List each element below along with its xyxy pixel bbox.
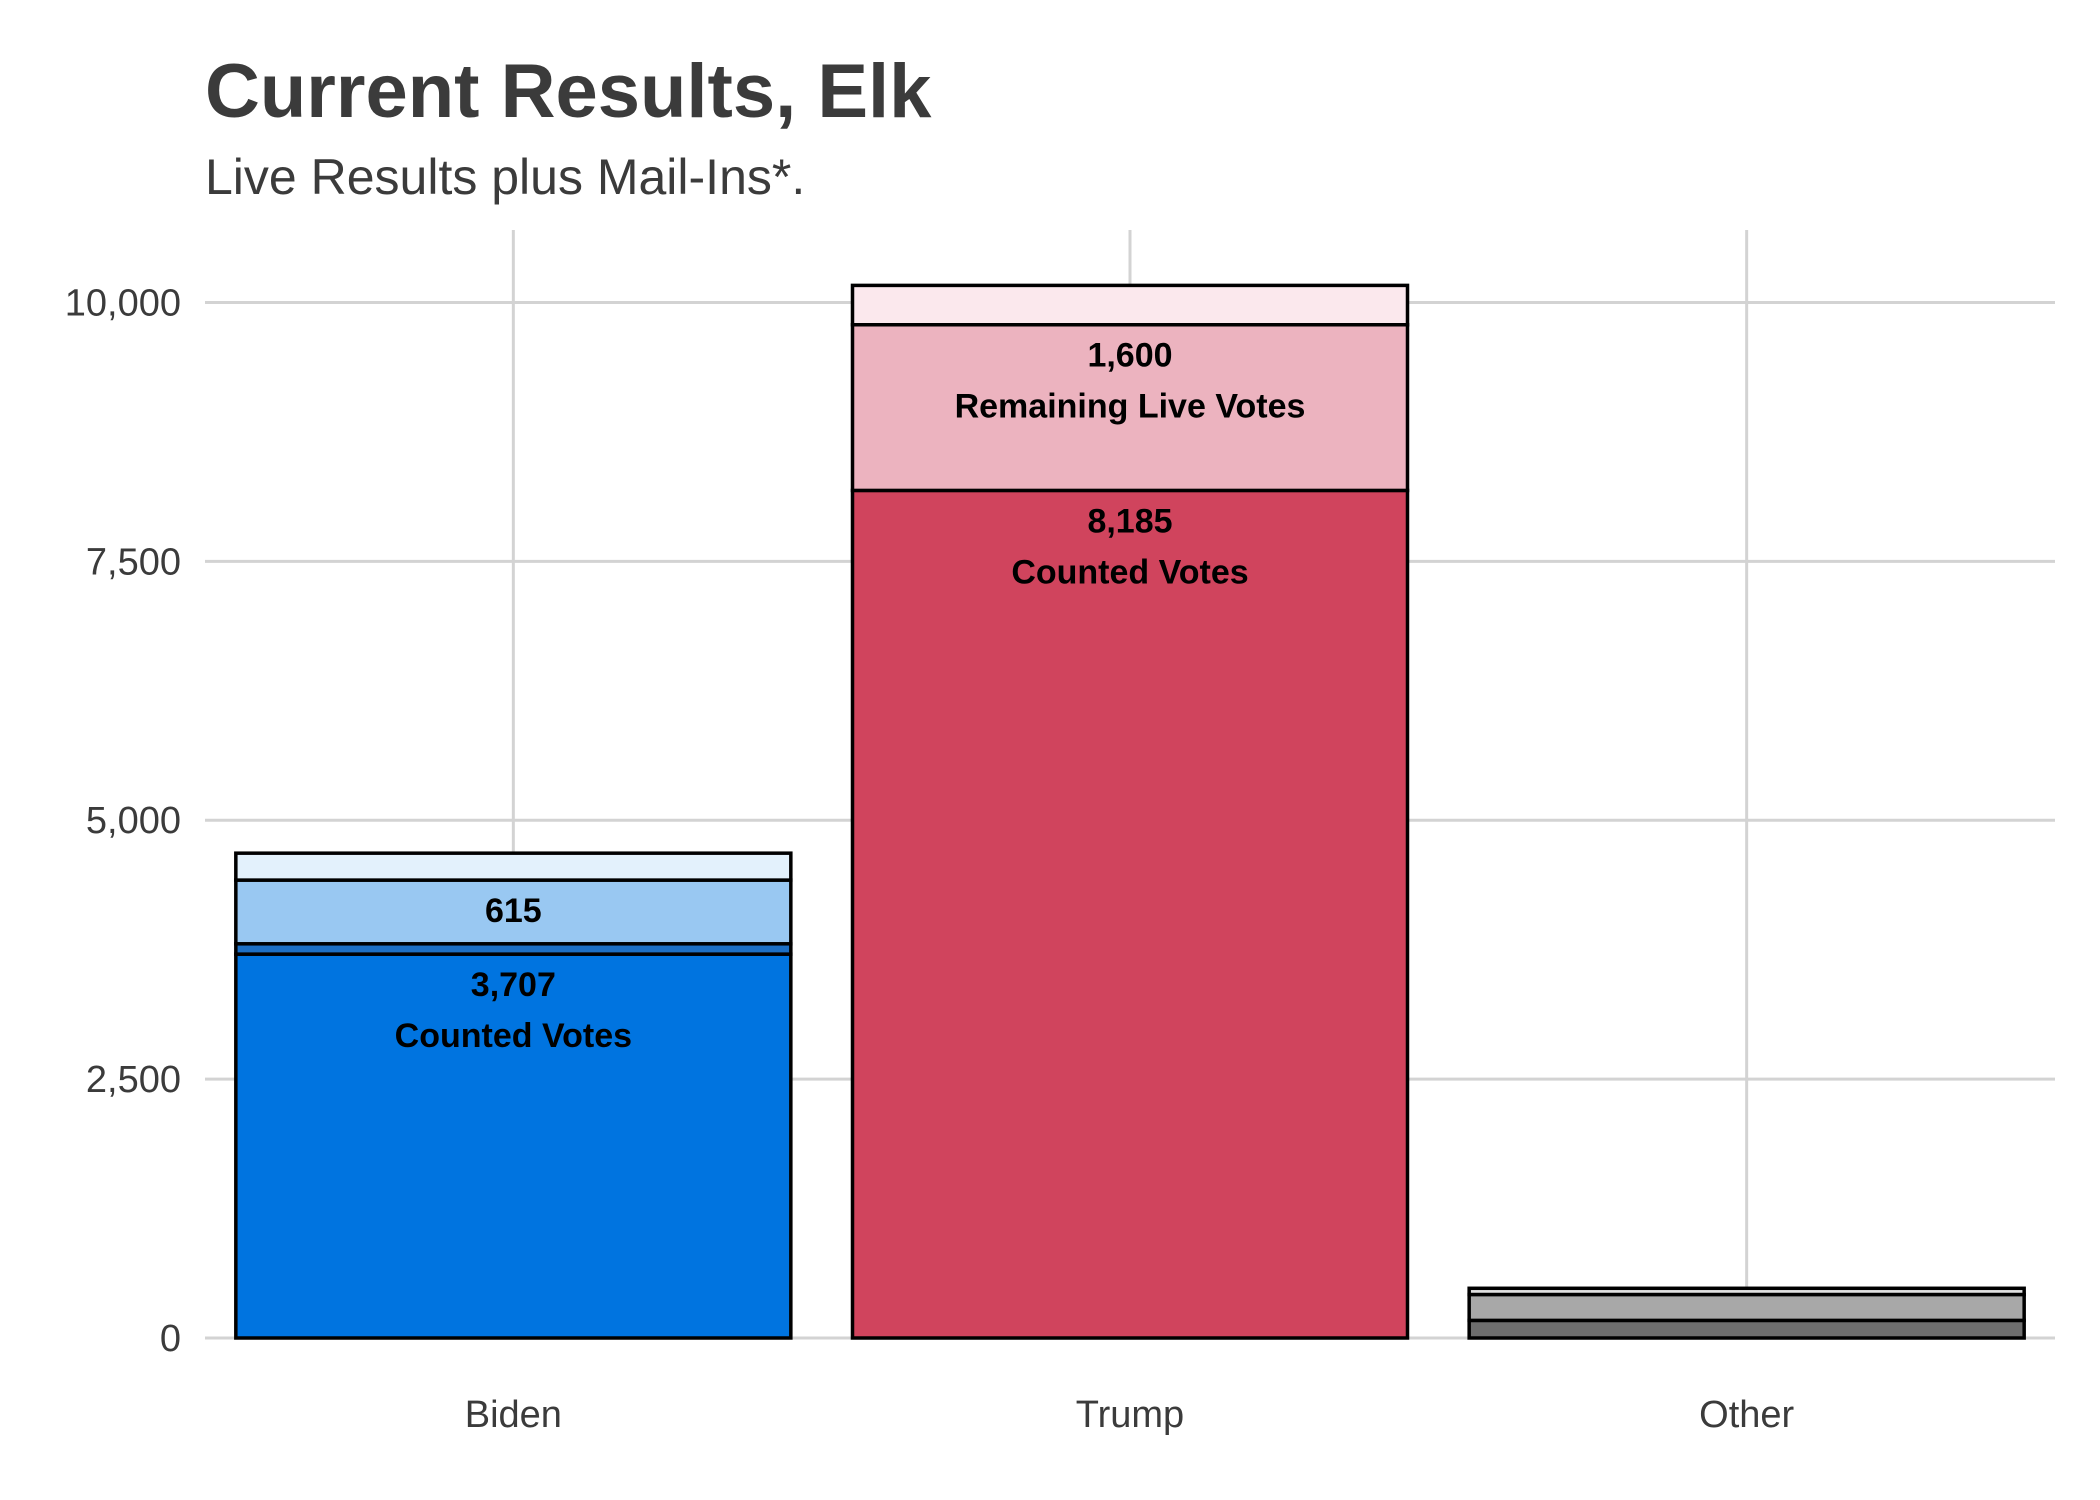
y-tick-label: 0 xyxy=(160,1318,181,1360)
x-tick-label: Biden xyxy=(465,1394,562,1436)
segment-label: 3,707 xyxy=(471,966,556,1004)
segment-labels: 3,707 Counted Votes 615 8,185 Counted Votes 1… xyxy=(395,337,1306,1055)
segment-label: 615 xyxy=(485,892,542,930)
y-tick-label: 2,500 xyxy=(86,1059,181,1101)
chart-subtitle: Live Results plus Mail-Ins*. xyxy=(205,149,806,205)
bar-segment-trump xyxy=(850,488,1410,1340)
x-tick-label: Other xyxy=(1699,1394,1794,1436)
chart-title: Current Results, Elk xyxy=(205,49,932,134)
segment-label: Counted Votes xyxy=(1011,553,1248,591)
y-tick-label: 10,000 xyxy=(65,282,181,324)
y-tick-label: 5,000 xyxy=(86,800,181,842)
segment-label: Counted Votes xyxy=(395,1017,632,1055)
bar-segment-other xyxy=(1467,1318,2026,1340)
segment-label: 8,185 xyxy=(1087,502,1172,540)
bars-layer xyxy=(234,283,2026,1340)
x-axis: Biden Trump Other xyxy=(465,1394,1795,1436)
bar-segment-trump xyxy=(850,283,1410,327)
bar-segment-other xyxy=(1467,1292,2026,1323)
segment-label: 1,600 xyxy=(1087,337,1172,375)
bar-segment-biden xyxy=(234,952,793,1340)
bar-segment-biden xyxy=(234,851,793,882)
bar-segment-trump xyxy=(850,322,1410,493)
segment-label: Remaining Live Votes xyxy=(955,388,1306,426)
y-tick-label: 7,500 xyxy=(86,541,181,583)
bar-segment-other xyxy=(1467,1286,2026,1297)
bar-segment-biden xyxy=(234,878,793,946)
x-tick-label: Trump xyxy=(1076,1394,1184,1436)
y-axis: 0 2,500 5,000 7,500 10,000 xyxy=(65,282,181,1360)
